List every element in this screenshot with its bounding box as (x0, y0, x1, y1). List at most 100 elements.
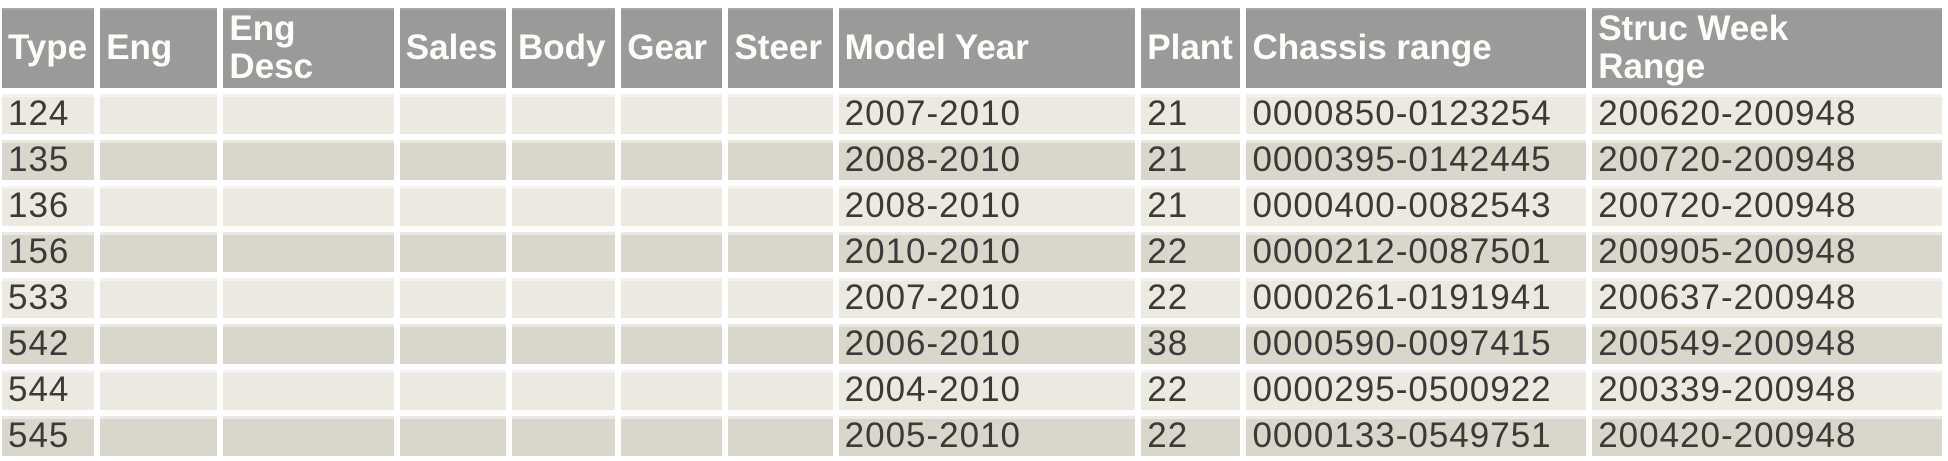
cell-model-year: 2010-2010 (838, 232, 1136, 272)
cell-type: 542 (2, 324, 95, 364)
cell-body (512, 186, 616, 226)
cell-eng-desc (223, 94, 394, 134)
cell-steer (728, 94, 833, 134)
cell-type: 545 (2, 416, 95, 456)
cell-plant: 38 (1141, 324, 1241, 364)
cell-steer (728, 140, 833, 180)
cell-body (512, 324, 616, 364)
cell-eng (100, 140, 218, 180)
column-header-body: Body (512, 8, 616, 88)
cell-gear (621, 232, 723, 272)
cell-chassis-range: 0000133-0549751 (1246, 416, 1587, 456)
cell-eng (100, 94, 218, 134)
cell-eng-desc (223, 232, 394, 272)
cell-body (512, 370, 616, 410)
table-row[interactable]: 533 2007-2010 22 0000261-0191941 200637-2009… (2, 278, 1942, 318)
cell-body (512, 140, 616, 180)
table-row[interactable]: 542 2006-2010 38 0000590-0097415 200549-2009… (2, 324, 1942, 364)
cell-sales (399, 324, 506, 364)
cell-sales (399, 94, 506, 134)
cell-type: 533 (2, 278, 95, 318)
cell-type: 136 (2, 186, 95, 226)
cell-plant: 22 (1141, 278, 1241, 318)
cell-eng (100, 324, 218, 364)
cell-chassis-range: 0000395-0142445 (1246, 140, 1587, 180)
cell-struc-week-range: 200720-200948 (1592, 186, 1942, 226)
cell-eng-desc (223, 186, 394, 226)
cell-plant: 22 (1141, 232, 1241, 272)
cell-chassis-range: 0000590-0097415 (1246, 324, 1587, 364)
cell-sales (399, 278, 506, 318)
cell-type: 156 (2, 232, 95, 272)
column-header-eng: Eng (100, 8, 218, 88)
cell-type: 124 (2, 94, 95, 134)
table-row[interactable]: 545 2005-2010 22 0000133-0549751 200420-2009… (2, 416, 1942, 456)
table-body: 124 2007-2010 21 0000850-0123254 200620-2009… (2, 94, 1942, 456)
column-header-gear: Gear (621, 8, 723, 88)
column-header-eng-desc: Eng Desc (223, 8, 394, 88)
cell-steer (728, 416, 833, 456)
cell-sales (399, 232, 506, 272)
cell-gear (621, 416, 723, 456)
cell-sales (399, 140, 506, 180)
cell-steer (728, 186, 833, 226)
cell-plant: 21 (1141, 186, 1241, 226)
cell-struc-week-range: 200420-200948 (1592, 416, 1942, 456)
cell-steer (728, 278, 833, 318)
table-row[interactable]: 135 2008-2010 21 0000395-0142445 200720-2009… (2, 140, 1942, 180)
cell-gear (621, 140, 723, 180)
column-header-chassis-range: Chassis range (1246, 8, 1587, 88)
cell-gear (621, 278, 723, 318)
cell-chassis-range: 0000400-0082543 (1246, 186, 1587, 226)
cell-plant: 22 (1141, 416, 1241, 456)
cell-eng-desc (223, 140, 394, 180)
cell-struc-week-range: 200905-200948 (1592, 232, 1942, 272)
cell-chassis-range: 0000850-0123254 (1246, 94, 1587, 134)
cell-gear (621, 94, 723, 134)
cell-eng-desc (223, 370, 394, 410)
cell-sales (399, 370, 506, 410)
cell-gear (621, 186, 723, 226)
cell-eng (100, 186, 218, 226)
table-row[interactable]: 544 2004-2010 22 0000295-0500922 200339-2009… (2, 370, 1942, 410)
cell-eng (100, 278, 218, 318)
cell-model-year: 2008-2010 (838, 186, 1136, 226)
cell-plant: 21 (1141, 94, 1241, 134)
cell-struc-week-range: 200637-200948 (1592, 278, 1942, 318)
cell-gear (621, 370, 723, 410)
cell-model-year: 2004-2010 (838, 370, 1136, 410)
cell-eng (100, 370, 218, 410)
cell-struc-week-range: 200339-200948 (1592, 370, 1942, 410)
cell-struc-week-range: 200549-200948 (1592, 324, 1942, 364)
cell-body (512, 94, 616, 134)
cell-type: 135 (2, 140, 95, 180)
table-header: Type Eng Eng Desc Sales Body Gear Steer … (2, 8, 1942, 88)
cell-model-year: 2007-2010 (838, 94, 1136, 134)
cell-body (512, 232, 616, 272)
cell-model-year: 2008-2010 (838, 140, 1136, 180)
cell-model-year: 2007-2010 (838, 278, 1136, 318)
cell-struc-week-range: 200620-200948 (1592, 94, 1942, 134)
cell-chassis-range: 0000295-0500922 (1246, 370, 1587, 410)
cell-plant: 22 (1141, 370, 1241, 410)
cell-chassis-range: 0000261-0191941 (1246, 278, 1587, 318)
cell-gear (621, 324, 723, 364)
cell-model-year: 2005-2010 (838, 416, 1136, 456)
cell-struc-week-range: 200720-200948 (1592, 140, 1942, 180)
cell-steer (728, 324, 833, 364)
cell-eng (100, 232, 218, 272)
table-row[interactable]: 156 2010-2010 22 0000212-0087501 200905-2009… (2, 232, 1942, 272)
column-header-steer: Steer (728, 8, 833, 88)
header-row: Type Eng Eng Desc Sales Body Gear Steer … (2, 8, 1942, 88)
table-row[interactable]: 124 2007-2010 21 0000850-0123254 200620-2009… (2, 94, 1942, 134)
cell-model-year: 2006-2010 (838, 324, 1136, 364)
cell-sales (399, 186, 506, 226)
cell-body (512, 278, 616, 318)
table-row[interactable]: 136 2008-2010 21 0000400-0082543 200720-2009… (2, 186, 1942, 226)
column-header-model-year: Model Year (838, 8, 1136, 88)
column-header-struc-week-range: Struc Week Range (1592, 8, 1942, 88)
cell-steer (728, 232, 833, 272)
cell-type: 544 (2, 370, 95, 410)
cell-eng-desc (223, 324, 394, 364)
